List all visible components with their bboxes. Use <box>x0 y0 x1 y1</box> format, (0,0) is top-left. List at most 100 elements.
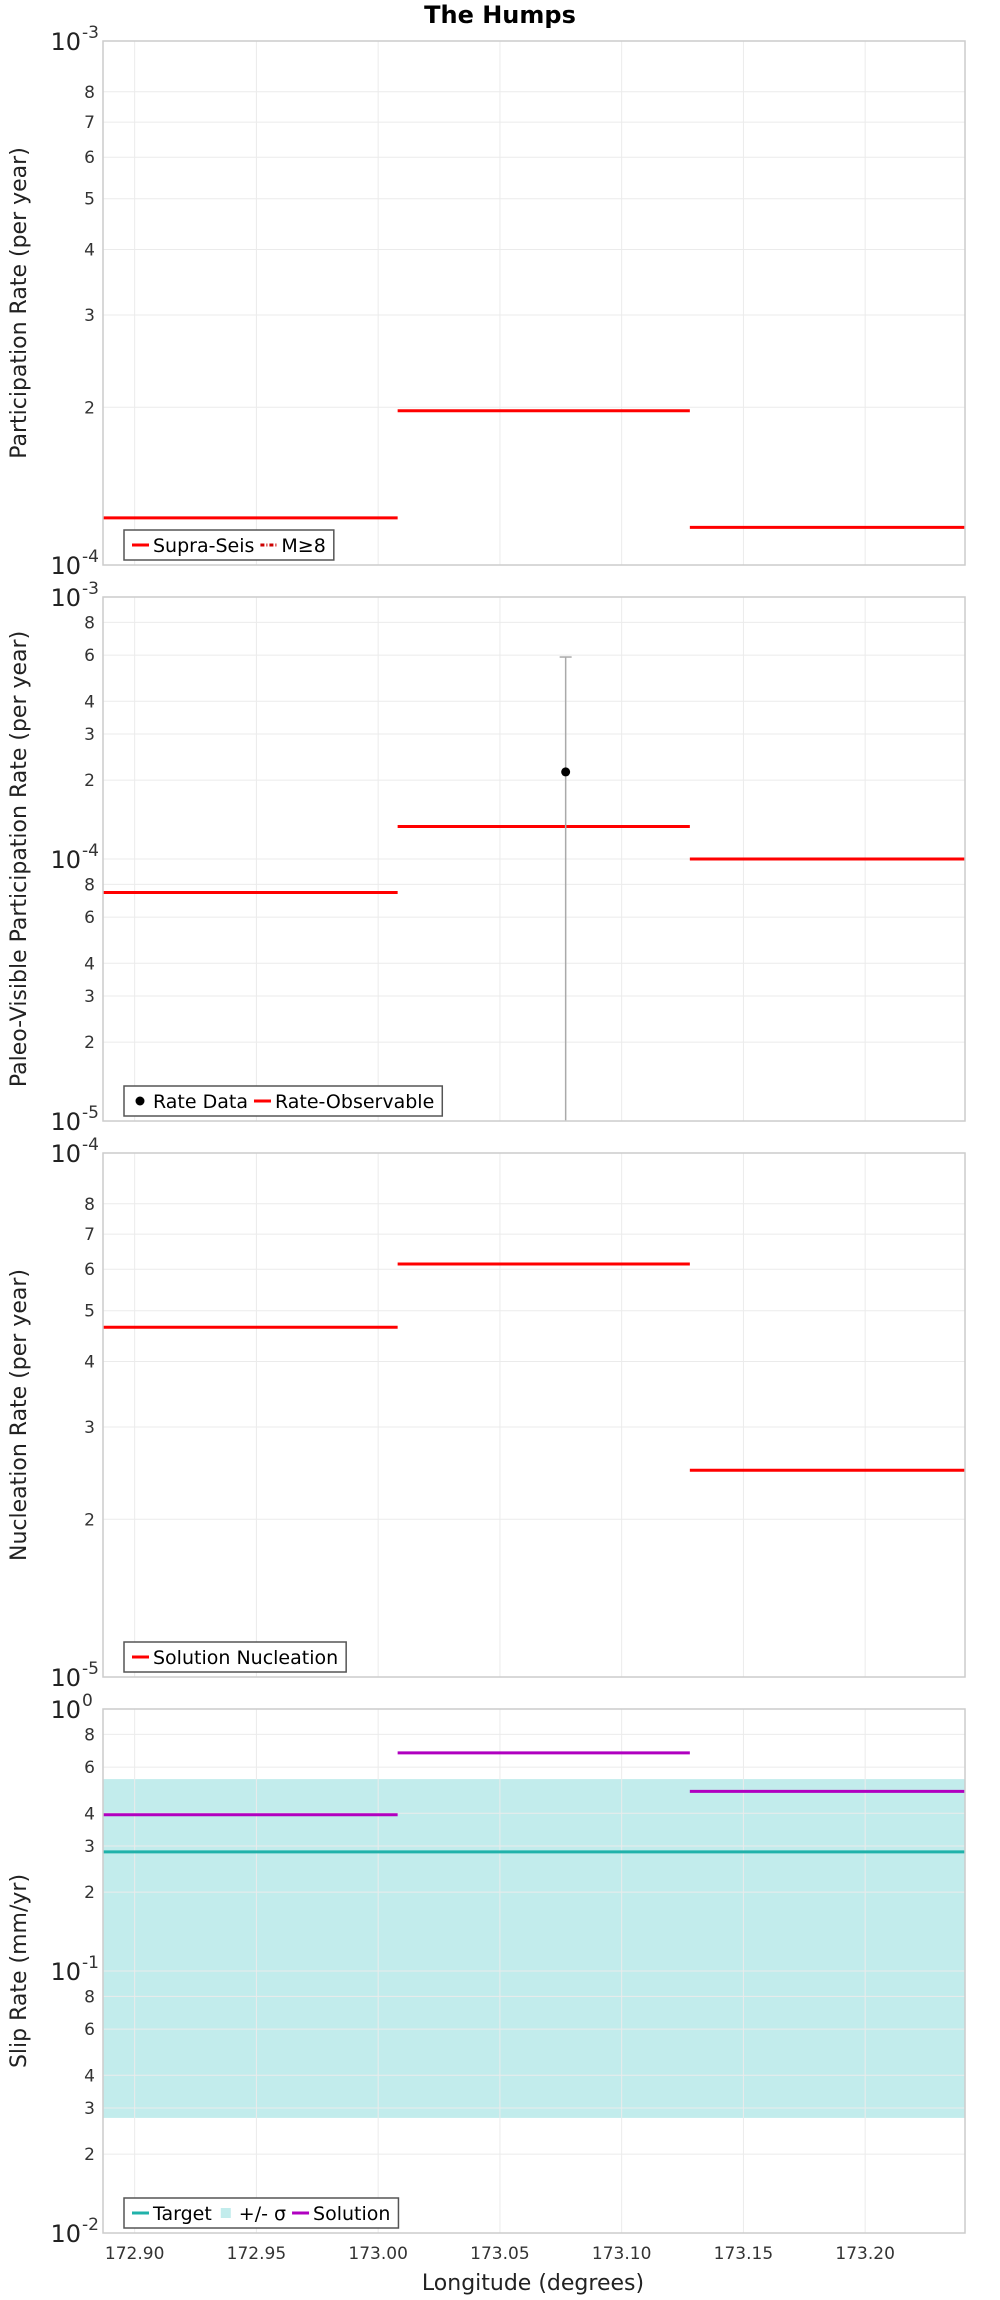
series-supra-seis <box>103 409 965 529</box>
legend-background <box>124 1642 347 1672</box>
y-axis-title: Nucleation Rate (per year) <box>7 1269 32 1561</box>
y-major-base: 10 <box>50 1664 81 1692</box>
chart-title: The Humps <box>424 1 576 29</box>
y-tick-label: 2 <box>84 2145 95 2165</box>
legend-label: Supra-Seis <box>153 535 254 557</box>
y-major-base: 10 <box>50 1696 81 1724</box>
y-tick-label: 2 <box>84 771 95 791</box>
y-tick-label: 8 <box>84 1195 95 1215</box>
sigma-band <box>103 1779 965 2118</box>
legend-background <box>124 1086 443 1116</box>
plot-area <box>103 41 965 565</box>
plot-frame <box>102 596 966 1122</box>
y-major-exponent: -1 <box>82 1953 99 1973</box>
y-tick-label: 6 <box>84 1260 95 1280</box>
y-tick-label: 6 <box>84 1758 95 1778</box>
y-tick-label: 8 <box>84 1987 95 2007</box>
legend-label: +/- σ <box>239 2203 286 2225</box>
y-major-tick-label: 10 -2 <box>50 2215 99 2248</box>
legend-label: Solution <box>313 2203 390 2225</box>
y-major-base: 10 <box>50 2220 81 2248</box>
y-tick-label: 4 <box>84 954 95 974</box>
x-tick-labels: 172.90 172.95 173.00 173.05 173.10 173.15 173.… <box>105 2244 895 2264</box>
y-major-tick-label: 10 -1 <box>50 1953 99 1986</box>
y-major-base: 10 <box>50 1108 81 1136</box>
rate-data-point <box>561 767 571 777</box>
y-tick-label: 8 <box>84 1725 95 1745</box>
legend-item: +/- σ <box>220 2203 286 2225</box>
legend-item: Solution Nucleation <box>132 1647 338 1669</box>
legend-item: Supra-Seis <box>132 535 254 557</box>
y-major-tick-label: 10 -3 <box>50 579 99 612</box>
legend-label: Rate Data <box>153 1091 248 1113</box>
y-major-tick-label: 10 0 <box>50 1691 92 1724</box>
y-tick-label: 2 <box>84 1033 95 1053</box>
plot-frame <box>102 40 966 566</box>
y-tick-label: 2 <box>84 398 95 418</box>
plot-frame <box>102 1152 966 1678</box>
x-axis-title: Longitude (degrees) <box>422 2271 644 2296</box>
y-tick-label: 2 <box>84 1510 95 1530</box>
series-solution <box>103 1751 965 1817</box>
legend-item: Solution <box>292 2203 390 2225</box>
y-major-exponent: -3 <box>82 579 99 599</box>
legend-label: Solution Nucleation <box>153 1647 338 1669</box>
legend-swatch-dot <box>135 1096 145 1106</box>
legend: Rate Data Rate-Observable <box>123 1085 444 1117</box>
y-major-exponent: 0 <box>82 1691 93 1711</box>
y-major-base: 10 <box>50 552 81 580</box>
y-tick-label: 3 <box>84 2099 95 2119</box>
y-tick-label: 4 <box>84 2066 95 2086</box>
y-major-exponent: -4 <box>82 841 99 861</box>
y-major-base: 10 <box>50 1958 81 1986</box>
legend-frame <box>123 1085 444 1117</box>
y-tick-label: 3 <box>84 725 95 745</box>
legend-frame <box>123 1641 347 1673</box>
legend-label: M≥8 <box>281 535 325 557</box>
legend-frame <box>123 529 335 561</box>
y-major-tick-label: 10 -4 <box>50 1135 99 1168</box>
y-tick-label: 5 <box>84 190 95 210</box>
rate-data-point-group <box>559 656 572 1121</box>
legend-item: Target <box>132 2203 212 2225</box>
y-tick-label: 4 <box>84 692 95 712</box>
y-major-tick-label: 10 -5 <box>50 1659 99 1692</box>
y-major-tick-label: 10 -4 <box>50 547 99 580</box>
legend-background <box>124 2198 399 2228</box>
y-tick-label: 4 <box>84 1353 95 1373</box>
y-axis-title: Slip Rate (mm/yr) <box>7 1874 32 2068</box>
legend-frame <box>123 2197 400 2229</box>
legend: Solution Nucleation <box>123 1641 347 1673</box>
series-rate-observable <box>103 825 965 894</box>
plot-frame <box>102 1708 966 2234</box>
y-tick-label: 8 <box>84 83 95 103</box>
y-major-tick-label: 10 -4 <box>50 841 99 874</box>
y-tick-label: 8 <box>84 875 95 895</box>
plot-area <box>103 1153 965 1677</box>
y-major-exponent: -3 <box>82 23 99 43</box>
y-tick-label: 3 <box>84 306 95 326</box>
x-tick-label: 173.00 <box>348 2244 407 2264</box>
y-major-base: 10 <box>50 1140 81 1168</box>
legend-label: Target <box>152 2203 212 2225</box>
x-tick-label: 172.95 <box>227 2244 286 2264</box>
y-tick-label: 4 <box>84 241 95 261</box>
legend: Target +/- σ Solution <box>123 2197 400 2229</box>
y-major-exponent: -4 <box>82 1135 99 1155</box>
series-solution-nucleation <box>103 1262 965 1472</box>
y-tick-label: 3 <box>84 1837 95 1857</box>
y-tick-label: 6 <box>84 148 95 168</box>
legend-background <box>124 530 334 560</box>
y-tick-label: 8 <box>84 613 95 633</box>
legend-label: Rate-Observable <box>275 1091 434 1113</box>
y-major-tick-label: 10 -3 <box>50 23 99 56</box>
x-tick-label: 173.20 <box>835 2244 894 2264</box>
y-major-tick-label: 10 -5 <box>50 1103 99 1136</box>
y-major-exponent: -5 <box>82 1659 99 1679</box>
y-axis-title: Paleo-Visible Participation Rate (per ye… <box>7 631 32 1087</box>
legend: Supra-Seis M≥8 <box>123 529 335 561</box>
